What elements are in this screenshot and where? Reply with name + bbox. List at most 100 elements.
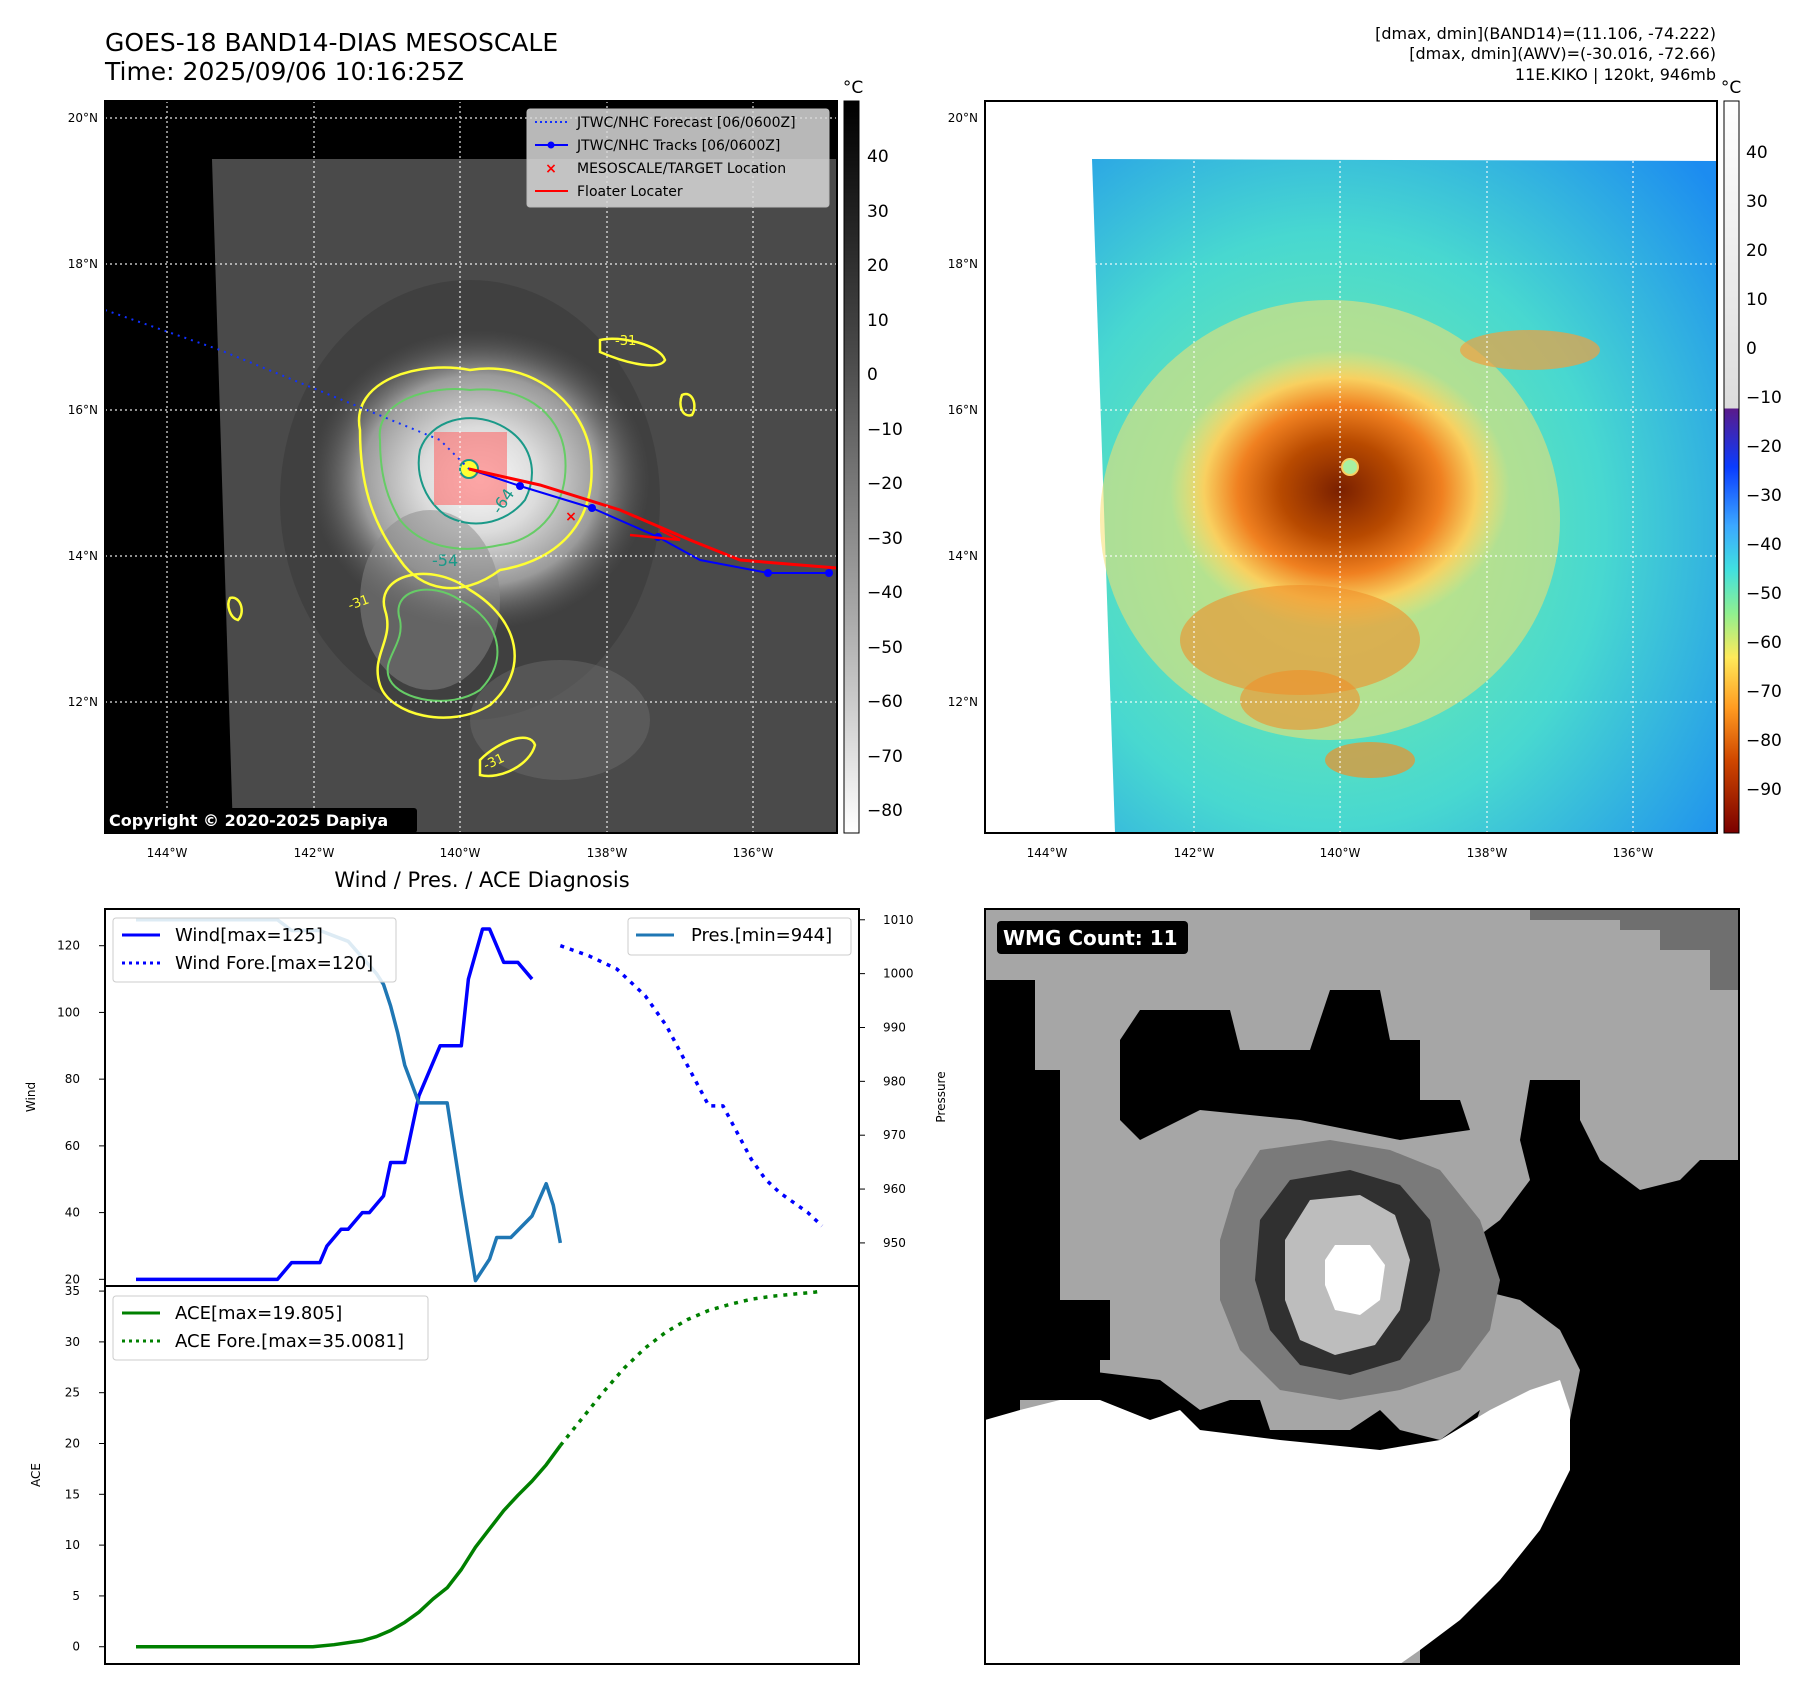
awv-cbar-tick: 0 <box>1746 339 1757 359</box>
contour-yellow-outer <box>357 366 593 590</box>
ace-tick-label: 25 <box>65 1386 80 1400</box>
wmg-white-region <box>985 1380 1570 1664</box>
target-location-marker: × <box>565 509 577 525</box>
wmg-black-south <box>1080 1370 1480 1470</box>
ir-legend: JTWC/NHC Forecast [06/0600Z] JTWC/NHC Tr… <box>526 108 830 208</box>
wind-tick-label: 60 <box>65 1139 80 1153</box>
ir-cbar-tick: −70 <box>867 747 903 767</box>
awv-cbar-tick: −90 <box>1746 780 1782 800</box>
awv-cbar-tick: 30 <box>1746 192 1768 212</box>
legend-wind: Wind[max=125] <box>175 925 323 946</box>
legend-ace: ACE[max=19.805] <box>175 1303 342 1324</box>
contour-teal <box>417 417 533 525</box>
legend-wind-forecast: Wind Fore.[max=120] <box>175 953 373 974</box>
legend-tracks: JTWC/NHC Tracks [06/0600Z] <box>576 138 780 154</box>
ace-tick-label: 5 <box>72 1589 80 1603</box>
legend-pressure: Pres.[min=944] <box>691 925 832 946</box>
info-awv-range: [dmax, dmin](AWV)=(-30.016, -72.66) <box>1409 44 1716 63</box>
awv-cbar-tick: −20 <box>1746 437 1782 457</box>
ir-cbar-tick: 10 <box>867 311 889 331</box>
awv-lon-label: 138°W <box>1467 846 1508 860</box>
contour-label: -54 <box>432 551 458 570</box>
ir-cbar-tick: −10 <box>867 420 903 440</box>
svg-text:×: × <box>545 161 557 177</box>
ace-tick-label: 35 <box>65 1284 80 1298</box>
ir-cbar-tick: −40 <box>867 583 903 603</box>
ace-tick-label: 0 <box>72 1640 80 1654</box>
pressure-tick-label: 1010 <box>883 913 914 927</box>
ir-cbar-tick: 20 <box>867 256 889 276</box>
ir-lat-label: 12°N <box>68 695 98 709</box>
awv-lon-label: 140°W <box>1320 846 1361 860</box>
wmg-count-label: WMG Count: 11 <box>1003 926 1178 950</box>
awv-cbar-tick: −40 <box>1746 535 1782 555</box>
ir-cbar-tick: 0 <box>867 365 878 385</box>
ace-legend: ACE[max=19.805] ACE Fore.[max=35.0081] <box>112 1295 429 1361</box>
series-line-wind-fore- <box>559 944 824 1228</box>
ir-cbar-tick: 40 <box>867 147 889 167</box>
awv-lat-label: 12°N <box>948 695 978 709</box>
ir-lon-label: 144°W <box>147 846 188 860</box>
ace-chart: 0 5 10 15 20 25 30 35 ACE ACE[max=19.805] ACE F… <box>29 1284 860 1665</box>
awv-gridlines <box>985 101 1717 833</box>
series-line-ace-fore- <box>558 1289 823 1447</box>
ir-lon-label: 138°W <box>587 846 628 860</box>
pressure-tick-label: 950 <box>883 1236 906 1250</box>
ir-colorbar: °C 40 30 20 10 0 −10 −20 −30 −40 −50 −60… <box>843 78 903 834</box>
awv-lat-label: 16°N <box>948 403 978 417</box>
awv-cbar-tick: −60 <box>1746 633 1782 653</box>
wind-axis-label: Wind <box>24 1082 38 1112</box>
wmg-eye <box>1325 1245 1385 1315</box>
ir-lon-label: 140°W <box>440 846 481 860</box>
ir-lat-label: 14°N <box>68 549 98 563</box>
ace-tick-label: 15 <box>65 1487 80 1501</box>
awv-cbar-tick: 10 <box>1746 290 1768 310</box>
contour-label: -31 <box>615 334 636 349</box>
ir-lat-label: 20°N <box>68 111 98 125</box>
awv-colorbar: °C 40 30 20 10 0 −10 −20 −30 −40 −50 −60… <box>1721 78 1782 834</box>
legend-floater: Floater Locater <box>577 184 683 200</box>
ir-colorbar-unit: °C <box>843 78 863 98</box>
pressure-axis-label: Pressure <box>934 1071 948 1122</box>
wmg-black-north <box>1120 990 1470 1140</box>
awv-cbar-tick: −80 <box>1746 731 1782 751</box>
diagnosis-title: Wind / Pres. / ACE Diagnosis <box>334 868 629 892</box>
info-storm: 11E.KIKO | 120kt, 946mb <box>1515 65 1716 84</box>
ir-lon-label: 136°W <box>733 846 774 860</box>
awv-lon-label: 142°W <box>1174 846 1215 860</box>
ir-cbar-tick: −20 <box>867 474 903 494</box>
wind-legend: Wind[max=125] Wind Fore.[max=120] <box>112 917 397 983</box>
ace-axis-label: ACE <box>29 1463 43 1487</box>
wmg-black-east <box>1420 1080 1739 1664</box>
ir-cbar-tick: −60 <box>867 692 903 712</box>
contour-label: -31 <box>346 592 371 613</box>
awv-cbar-tick: −70 <box>1746 682 1782 702</box>
awv-cbar-tick: 40 <box>1746 143 1768 163</box>
wmg-black-west <box>985 980 1110 1440</box>
legend-target: MESOSCALE/TARGET Location <box>577 161 786 177</box>
awv-map-panel: 20°N 18°N 16°N 14°N 12°N 144°W 142°W 140… <box>948 100 1718 860</box>
wind-tick-label: 80 <box>65 1072 80 1086</box>
wind-tick-label: 120 <box>57 939 80 953</box>
awv-lon-label: 144°W <box>1027 846 1068 860</box>
ir-lon-label: 142°W <box>294 846 335 860</box>
pressure-tick-label: 970 <box>883 1128 906 1142</box>
ir-cbar-tick: −80 <box>867 801 903 821</box>
awv-cbar-tick: −50 <box>1746 584 1782 604</box>
ir-frame <box>104 100 838 834</box>
awv-lon-label: 136°W <box>1613 846 1654 860</box>
pressure-tick-label: 980 <box>883 1074 906 1088</box>
awv-lat-label: 20°N <box>948 111 978 125</box>
ir-lat-label: 18°N <box>68 257 98 271</box>
pressure-tick-label: 990 <box>883 1020 906 1034</box>
figure-time: Time: 2025/09/06 10:16:25Z <box>104 57 464 86</box>
legend-forecast: JTWC/NHC Forecast [06/0600Z] <box>576 115 796 131</box>
ace-tick-label: 30 <box>65 1335 80 1349</box>
awv-cbar-tick: −10 <box>1746 388 1782 408</box>
copyright-label: Copyright © 2020-2025 Dapiya <box>109 811 388 830</box>
info-band14-range: [dmax, dmin](BAND14)=(11.106, -74.222) <box>1375 24 1716 43</box>
awv-lat-label: 14°N <box>948 549 978 563</box>
wind-tick-label: 40 <box>65 1206 80 1220</box>
awv-eye <box>1341 458 1359 476</box>
ir-cbar-tick: 30 <box>867 202 889 222</box>
